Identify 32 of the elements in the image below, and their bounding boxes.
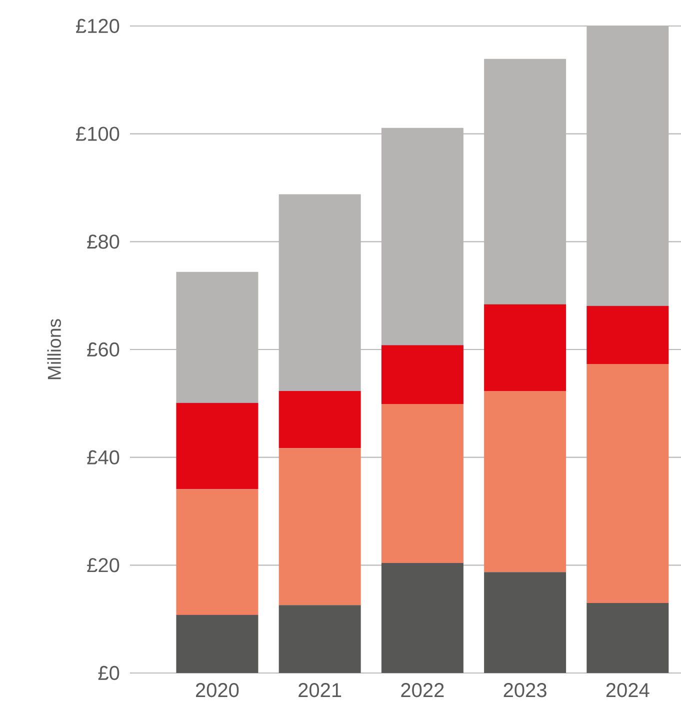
bar (278, 391, 361, 448)
bar (484, 304, 566, 392)
bar (586, 602, 669, 673)
x-tick-label: 2023 (504, 683, 546, 698)
bar (278, 194, 361, 392)
y-axis-title: Millions (47, 319, 61, 380)
bar (381, 563, 464, 673)
y-tick-label: £80 (87, 234, 120, 249)
x-tick-label: 2024 (606, 683, 650, 698)
x-tick-label: 2022 (401, 683, 444, 698)
bar (176, 272, 258, 403)
bar (381, 345, 464, 404)
y-tick-label: £20 (87, 558, 120, 572)
bar (176, 489, 258, 615)
y-tick-label: £100 (76, 126, 120, 141)
y-tick-label: £0 (98, 666, 120, 680)
bar (278, 605, 361, 673)
y-tick-label: £40 (87, 450, 120, 464)
bar (484, 58, 566, 304)
bar (381, 128, 464, 346)
bar (484, 391, 566, 572)
bar (278, 448, 361, 606)
bar (586, 306, 669, 364)
bar (586, 364, 669, 603)
bar (176, 614, 258, 673)
bar (484, 572, 566, 673)
x-tick-label: 2021 (298, 683, 342, 698)
bar (176, 402, 258, 490)
x-tick-label: 2020 (196, 683, 239, 698)
bar (381, 404, 464, 564)
y-tick-label: £120 (76, 18, 120, 34)
y-tick-label: £60 (87, 342, 120, 357)
